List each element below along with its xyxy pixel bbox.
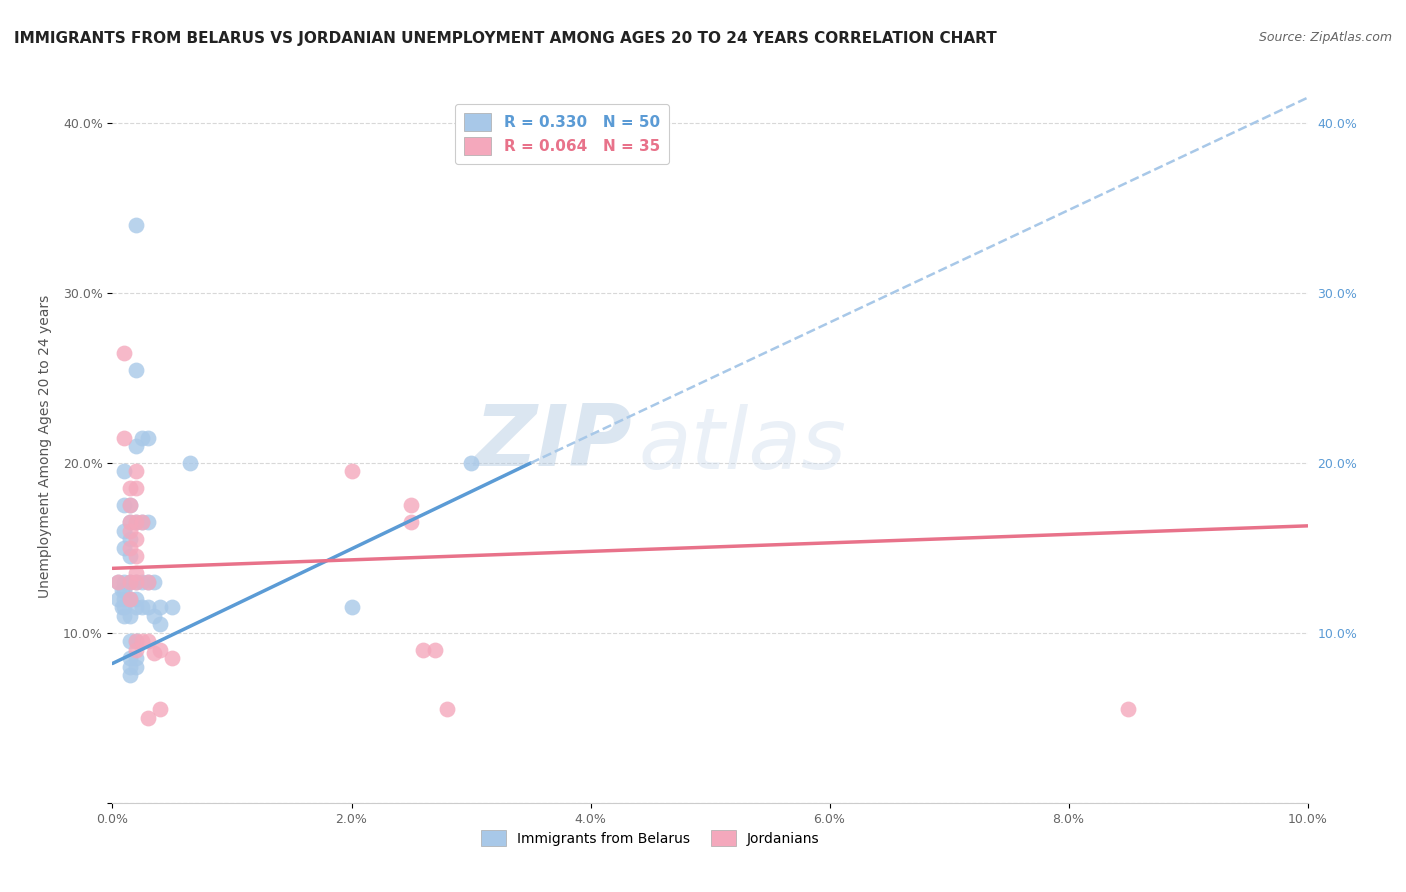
Point xyxy=(120,591,142,606)
Text: ZIP: ZIP xyxy=(475,401,633,484)
Point xyxy=(131,634,153,648)
Point xyxy=(120,608,142,623)
Point xyxy=(149,702,172,716)
Point xyxy=(125,651,148,665)
Point xyxy=(138,634,160,648)
Point xyxy=(120,541,142,555)
Point xyxy=(162,651,183,665)
Point xyxy=(120,591,142,606)
Point xyxy=(179,456,201,470)
Point xyxy=(114,345,135,359)
Point xyxy=(114,583,135,598)
Point xyxy=(125,439,148,453)
Point xyxy=(138,574,160,589)
Point xyxy=(125,549,148,564)
Point xyxy=(125,660,148,674)
Point xyxy=(162,600,183,615)
Text: Source: ZipAtlas.com: Source: ZipAtlas.com xyxy=(1258,31,1392,45)
Point xyxy=(114,600,135,615)
Point xyxy=(125,465,148,479)
Point xyxy=(114,591,135,606)
Point xyxy=(340,465,363,479)
Point xyxy=(111,600,134,615)
Point xyxy=(120,516,142,530)
Point xyxy=(120,524,142,538)
Point xyxy=(107,574,129,589)
Point xyxy=(125,218,148,232)
Point xyxy=(114,608,135,623)
Point xyxy=(120,499,142,513)
Point xyxy=(114,465,135,479)
Point xyxy=(120,660,142,674)
Point xyxy=(120,634,142,648)
Point xyxy=(412,643,434,657)
Point xyxy=(138,430,160,444)
Point xyxy=(125,516,148,530)
Point xyxy=(143,574,166,589)
Point xyxy=(120,549,142,564)
Point xyxy=(120,668,142,682)
Point xyxy=(131,600,153,615)
Point xyxy=(401,499,423,513)
Legend: Immigrants from Belarus, Jordanians: Immigrants from Belarus, Jordanians xyxy=(474,823,827,853)
Point xyxy=(114,574,135,589)
Point xyxy=(143,608,166,623)
Point xyxy=(120,651,142,665)
Point xyxy=(131,430,153,444)
Point xyxy=(138,600,160,615)
Point xyxy=(125,574,148,589)
Point xyxy=(120,482,142,496)
Point xyxy=(138,516,160,530)
Point xyxy=(460,456,482,470)
Point xyxy=(125,600,148,615)
Point xyxy=(125,574,148,589)
Text: IMMIGRANTS FROM BELARUS VS JORDANIAN UNEMPLOYMENT AMONG AGES 20 TO 24 YEARS CORR: IMMIGRANTS FROM BELARUS VS JORDANIAN UNE… xyxy=(14,31,997,46)
Point xyxy=(131,516,153,530)
Point xyxy=(138,574,160,589)
Point xyxy=(401,516,423,530)
Point xyxy=(125,634,148,648)
Point xyxy=(120,516,142,530)
Point xyxy=(340,600,363,615)
Point xyxy=(436,702,458,716)
Point xyxy=(107,574,129,589)
Point xyxy=(120,574,142,589)
Point xyxy=(120,533,142,547)
Point xyxy=(149,643,172,657)
Text: atlas: atlas xyxy=(638,404,846,488)
Point xyxy=(131,516,153,530)
Point xyxy=(111,583,134,598)
Point xyxy=(114,524,135,538)
Point xyxy=(138,711,160,725)
Point xyxy=(120,574,142,589)
Point xyxy=(149,617,172,632)
Point xyxy=(107,591,129,606)
Point xyxy=(114,499,135,513)
Point xyxy=(125,533,148,547)
Point xyxy=(125,516,148,530)
Point xyxy=(125,591,148,606)
Point xyxy=(120,499,142,513)
Point xyxy=(125,634,148,648)
Point xyxy=(114,430,135,444)
Point xyxy=(125,566,148,581)
Point xyxy=(125,643,148,657)
Point xyxy=(143,646,166,660)
Point xyxy=(425,643,447,657)
Point xyxy=(114,541,135,555)
Point xyxy=(149,600,172,615)
Point xyxy=(131,574,153,589)
Point xyxy=(1118,702,1140,716)
Point xyxy=(125,362,148,376)
Y-axis label: Unemployment Among Ages 20 to 24 years: Unemployment Among Ages 20 to 24 years xyxy=(38,294,52,598)
Point xyxy=(125,482,148,496)
